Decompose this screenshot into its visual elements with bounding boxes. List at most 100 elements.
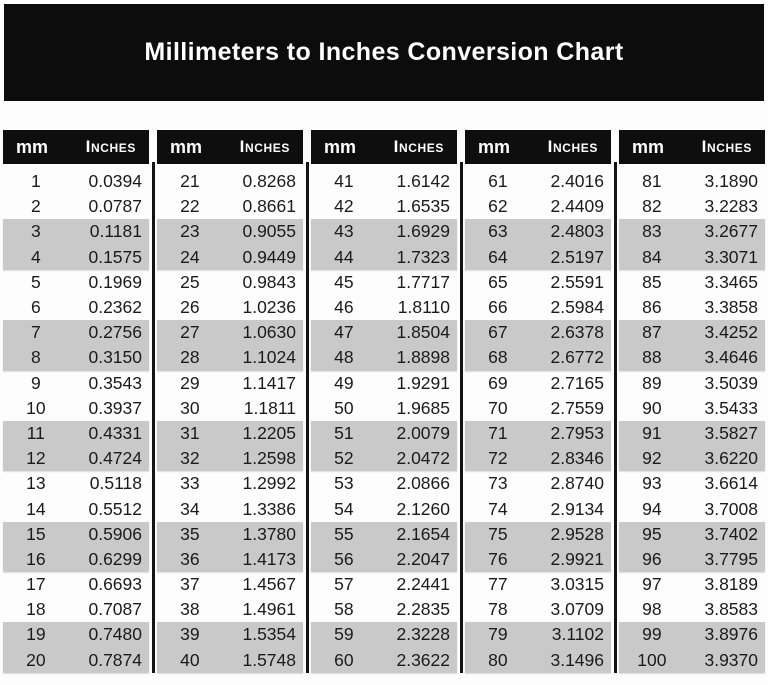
mm-value: 56 [334,548,354,569]
mm-value: 39 [180,624,200,645]
table-row: 30 1.1811 [157,396,303,421]
inches-header-label: Inches [239,137,290,156]
mm-value: 95 [642,523,662,544]
inches-value: 0.3543 [88,372,142,393]
table-row: 64 2.5197 [465,244,611,270]
table-row: 44 1.7323 [311,244,457,270]
mm-value: 1 [30,171,41,192]
mm-value: 48 [334,347,354,368]
inches-value: 1.1811 [243,397,296,418]
mm-value: 7 [30,322,41,343]
mm-value: 82 [642,196,662,217]
inches-value: 3.7402 [704,523,758,544]
mm-value: 75 [488,523,508,544]
conversion-column: mm Inches 1 0.0394 2 0.0787 3 0.1181 4 0.1575 5 0.1… [3,130,149,673]
column-header: mm Inches [3,130,149,164]
inches-value: 0.2362 [88,297,142,318]
inches-value: 1.5354 [242,624,296,645]
mm-value: 38 [180,599,200,620]
mm-value: 44 [334,246,354,267]
inches-value: 2.8740 [550,473,604,494]
table-row: 45 1.7717 [311,270,457,295]
mm-value: 9 [30,372,41,393]
column-header: mm Inches [465,130,611,164]
inches-value: 3.0315 [550,574,604,595]
mm-value: 63 [488,221,508,242]
column-header: mm Inches [619,130,765,164]
inches-value: 0.1575 [88,246,142,267]
inches-value: 3.9370 [704,649,758,670]
inches-value: 3.7795 [704,548,758,569]
table-row: 53 2.0866 [311,471,457,496]
inches-value: 1.1417 [242,372,296,393]
inches-value: 0.7480 [88,624,142,645]
column-divider [305,162,309,673]
mm-header-label: mm [478,136,511,157]
inches-value: 0.3937 [88,397,142,418]
inches-value: 1.4567 [242,574,296,595]
inches-value: 1.1024 [242,347,296,368]
mm-value: 87 [642,322,662,343]
inches-value: 2.4016 [550,171,604,192]
table-row: 47 1.8504 [311,320,457,346]
inches-value: 3.2283 [704,196,758,217]
mm-value: 33 [180,473,200,494]
table-row: 9 0.3543 [3,371,149,396]
mm-value: 35 [180,523,200,544]
inches-value: 3.3858 [704,297,758,318]
mm-value: 30 [180,397,200,418]
table-row: 39 1.5354 [157,622,303,648]
inches-value: 2.1654 [396,523,450,544]
mm-value: 21 [180,171,200,192]
inches-value: 3.1890 [704,171,758,192]
table-row: 86 3.3858 [619,295,765,320]
mm-value: 53 [334,473,354,494]
inches-value: 0.0787 [88,196,142,217]
inches-value: 2.0866 [396,473,450,494]
table-row: 38 1.4961 [157,597,303,622]
table-row: 62 2.4409 [465,194,611,219]
inches-value: 1.4961 [242,599,296,620]
inches-value: 3.8583 [704,599,758,620]
table-row: 41 1.6142 [311,169,457,194]
inches-value: 1.3386 [242,498,296,519]
table-row: 22 0.8661 [157,194,303,219]
inches-value: 0.9055 [242,221,296,242]
table-row: 20 0.7874 [3,647,149,673]
inches-value: 1.8110 [397,297,450,318]
mm-value: 67 [488,322,508,343]
table-row: 72 2.8346 [465,446,611,472]
mm-value: 29 [180,372,200,393]
table-row: 54 2.1260 [311,496,457,521]
mm-value: 37 [180,574,200,595]
mm-value: 89 [642,372,662,393]
mm-value: 70 [488,397,508,418]
mm-value: 47 [334,322,354,343]
inches-value: 3.8976 [704,624,758,645]
inches-value: 1.0630 [242,322,296,343]
inches-value: 0.5512 [88,498,142,519]
inches-value: 1.2992 [242,473,296,494]
mm-value: 96 [642,548,662,569]
mm-value: 27 [180,322,200,343]
mm-value: 17 [26,574,46,595]
inches-value: 0.1969 [88,271,142,292]
mm-value: 3 [30,221,41,242]
inches-value: 1.6929 [396,221,450,242]
table-row: 2 0.0787 [3,194,149,219]
mm-value: 74 [488,498,508,519]
mm-header-label: mm [16,136,49,157]
table-row: 5 0.1969 [3,270,149,295]
table-row: 84 3.3071 [619,244,765,270]
table-row: 68 2.6772 [465,345,611,371]
table-row: 92 3.6220 [619,446,765,472]
table-row: 25 0.9843 [157,270,303,295]
mm-value: 92 [642,448,662,469]
mm-value: 58 [334,599,354,620]
inches-value: 1.3780 [242,523,296,544]
inches-value: 1.7717 [396,271,450,292]
inches-value: 3.6614 [704,473,758,494]
mm-value: 100 [637,649,667,670]
inches-value: 2.6772 [550,347,604,368]
table-row: 43 1.6929 [311,219,457,245]
